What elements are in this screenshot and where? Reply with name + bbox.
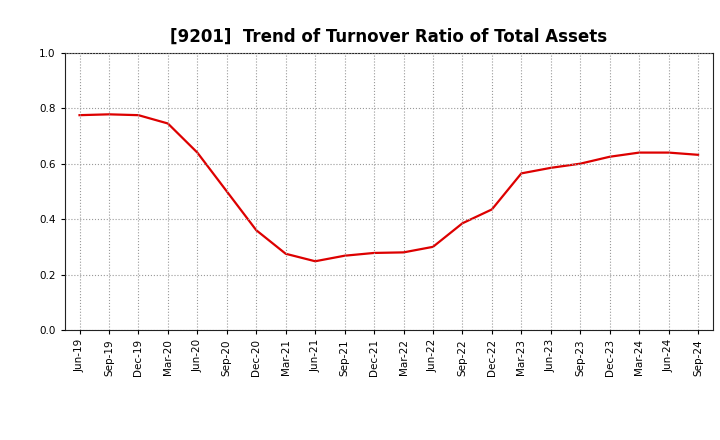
Title: [9201]  Trend of Turnover Ratio of Total Assets: [9201] Trend of Turnover Ratio of Total … bbox=[170, 28, 608, 46]
